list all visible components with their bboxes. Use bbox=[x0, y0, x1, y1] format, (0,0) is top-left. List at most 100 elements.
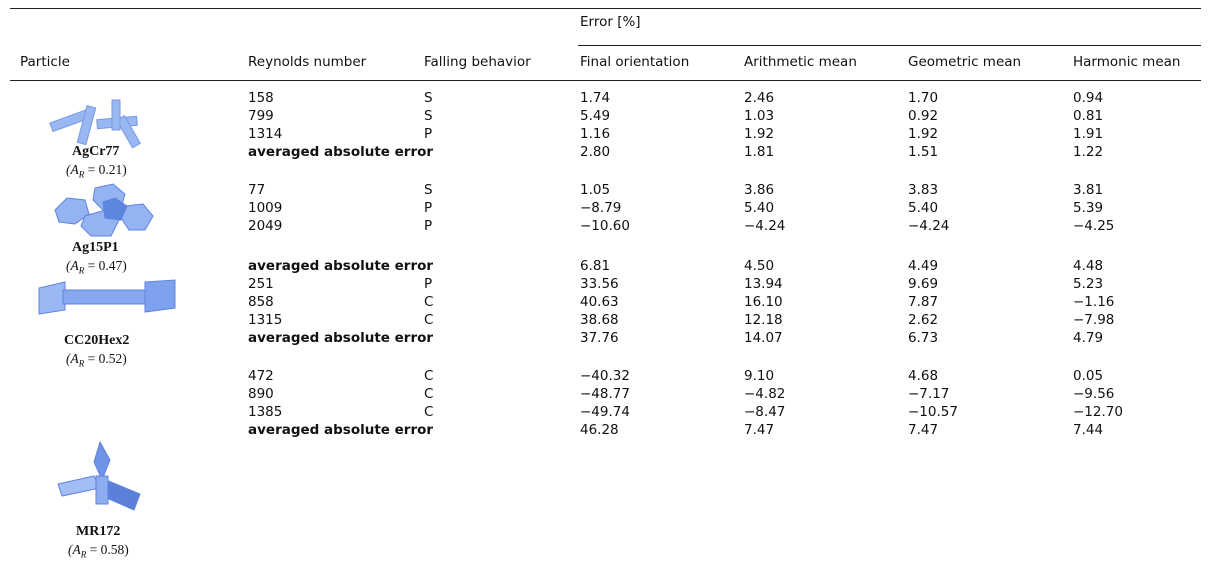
cell: C bbox=[424, 294, 434, 310]
aspect-ratio-part: R bbox=[78, 358, 85, 369]
cell: 12.18 bbox=[744, 312, 783, 328]
cell: 3.81 bbox=[1073, 182, 1104, 198]
cell: 0.05 bbox=[1073, 368, 1104, 384]
particle-name: MR172 bbox=[76, 524, 121, 539]
cell: 5.39 bbox=[1073, 200, 1104, 216]
avg-cell: 14.07 bbox=[744, 330, 783, 346]
cell: −8.79 bbox=[580, 200, 622, 216]
aspect-ratio: (AR = 0.52) bbox=[66, 350, 127, 369]
avg-cell: 7.47 bbox=[744, 422, 775, 438]
particle-name: CC20Hex2 bbox=[64, 333, 130, 348]
particle-name: AgCr77 bbox=[72, 144, 120, 159]
cell: 5.40 bbox=[908, 200, 939, 216]
aspect-ratio: (AR = 0.58) bbox=[68, 541, 129, 560]
cell: 1315 bbox=[248, 312, 283, 328]
cell: 1.92 bbox=[744, 126, 775, 142]
top-rule bbox=[10, 8, 1201, 9]
particle-image bbox=[49, 99, 142, 149]
aspect-ratio: (AR = 0.47) bbox=[66, 257, 127, 276]
cell: −8.47 bbox=[744, 404, 786, 420]
column-header: Particle bbox=[20, 54, 70, 70]
cell: 5.49 bbox=[580, 108, 611, 124]
avg-label: averaged absolute error bbox=[248, 422, 434, 438]
cell: S bbox=[424, 90, 433, 106]
cell: 799 bbox=[248, 108, 274, 124]
cell: 1314 bbox=[248, 126, 283, 142]
cell: C bbox=[424, 312, 434, 328]
cell: 1.05 bbox=[580, 182, 611, 198]
aspect-ratio-part: R bbox=[78, 169, 85, 180]
cell: −9.56 bbox=[1073, 386, 1115, 402]
avg-label: averaged absolute error bbox=[248, 258, 434, 274]
aspect-ratio-part: = 0.52) bbox=[84, 351, 127, 366]
cell: 0.94 bbox=[1073, 90, 1104, 106]
cell: C bbox=[424, 404, 434, 420]
cell: −10.57 bbox=[908, 404, 958, 420]
cell: 1.74 bbox=[580, 90, 611, 106]
cell: C bbox=[424, 386, 434, 402]
cell: 158 bbox=[248, 90, 274, 106]
cell: 1385 bbox=[248, 404, 283, 420]
cell: 33.56 bbox=[580, 276, 619, 292]
cell: −4.82 bbox=[744, 386, 786, 402]
cell: 3.86 bbox=[744, 182, 775, 198]
aspect-ratio-part: = 0.47) bbox=[84, 258, 127, 273]
cell: −7.98 bbox=[1073, 312, 1115, 328]
avg-cell: 4.50 bbox=[744, 258, 775, 274]
avg-cell: 4.48 bbox=[1073, 258, 1104, 274]
avg-cell: 1.51 bbox=[908, 144, 939, 160]
cell: P bbox=[424, 126, 433, 142]
cell: 890 bbox=[248, 386, 274, 402]
cell: 2.62 bbox=[908, 312, 939, 328]
aspect-ratio: (AR = 0.21) bbox=[66, 161, 127, 180]
cell: 1.91 bbox=[1073, 126, 1104, 142]
column-header: Final orientation bbox=[580, 54, 690, 70]
cell: −4.24 bbox=[908, 218, 950, 234]
aspect-ratio-part: R bbox=[78, 265, 85, 276]
avg-cell: 2.80 bbox=[580, 144, 611, 160]
particle-image bbox=[38, 279, 176, 315]
cell: 9.69 bbox=[908, 276, 939, 292]
avg-cell: 1.22 bbox=[1073, 144, 1104, 160]
cell: 2.46 bbox=[744, 90, 775, 106]
cell: 5.23 bbox=[1073, 276, 1104, 292]
cell: 1.16 bbox=[580, 126, 611, 142]
cell: −40.32 bbox=[580, 368, 630, 384]
header-rule bbox=[10, 80, 1201, 81]
cell: 3.83 bbox=[908, 182, 939, 198]
cell: −48.77 bbox=[580, 386, 630, 402]
cell: 0.92 bbox=[908, 108, 939, 124]
cell: 251 bbox=[248, 276, 274, 292]
cell: 1009 bbox=[248, 200, 283, 216]
cell: 7.87 bbox=[908, 294, 939, 310]
cell: −12.70 bbox=[1073, 404, 1123, 420]
cell: 858 bbox=[248, 294, 274, 310]
aspect-ratio-part: = 0.21) bbox=[84, 162, 127, 177]
cell: 9.10 bbox=[744, 368, 775, 384]
cell: S bbox=[424, 108, 433, 124]
avg-cell: 7.44 bbox=[1073, 422, 1104, 438]
column-header: Geometric mean bbox=[908, 54, 1022, 70]
aspect-ratio-part: (A bbox=[66, 162, 79, 177]
column-header: Falling behavior bbox=[424, 54, 531, 70]
aspect-ratio-part: (A bbox=[68, 542, 81, 557]
cell: −4.24 bbox=[744, 218, 786, 234]
avg-label: averaged absolute error bbox=[248, 144, 434, 160]
column-header: Arithmetic mean bbox=[744, 54, 857, 70]
cell: 16.10 bbox=[744, 294, 783, 310]
avg-cell: 4.49 bbox=[908, 258, 939, 274]
cell: 13.94 bbox=[744, 276, 783, 292]
avg-cell: 1.81 bbox=[744, 144, 775, 160]
cell: S bbox=[424, 182, 433, 198]
cell: P bbox=[424, 218, 433, 234]
cell: −4.25 bbox=[1073, 218, 1115, 234]
cell: 1.92 bbox=[908, 126, 939, 142]
avg-cell: 37.76 bbox=[580, 330, 619, 346]
cell: −1.16 bbox=[1073, 294, 1115, 310]
cell: P bbox=[424, 276, 433, 292]
aspect-ratio-part: R bbox=[80, 549, 87, 560]
cell: 2049 bbox=[248, 218, 283, 234]
cell: 38.68 bbox=[580, 312, 619, 328]
column-header: Harmonic mean bbox=[1073, 54, 1181, 70]
